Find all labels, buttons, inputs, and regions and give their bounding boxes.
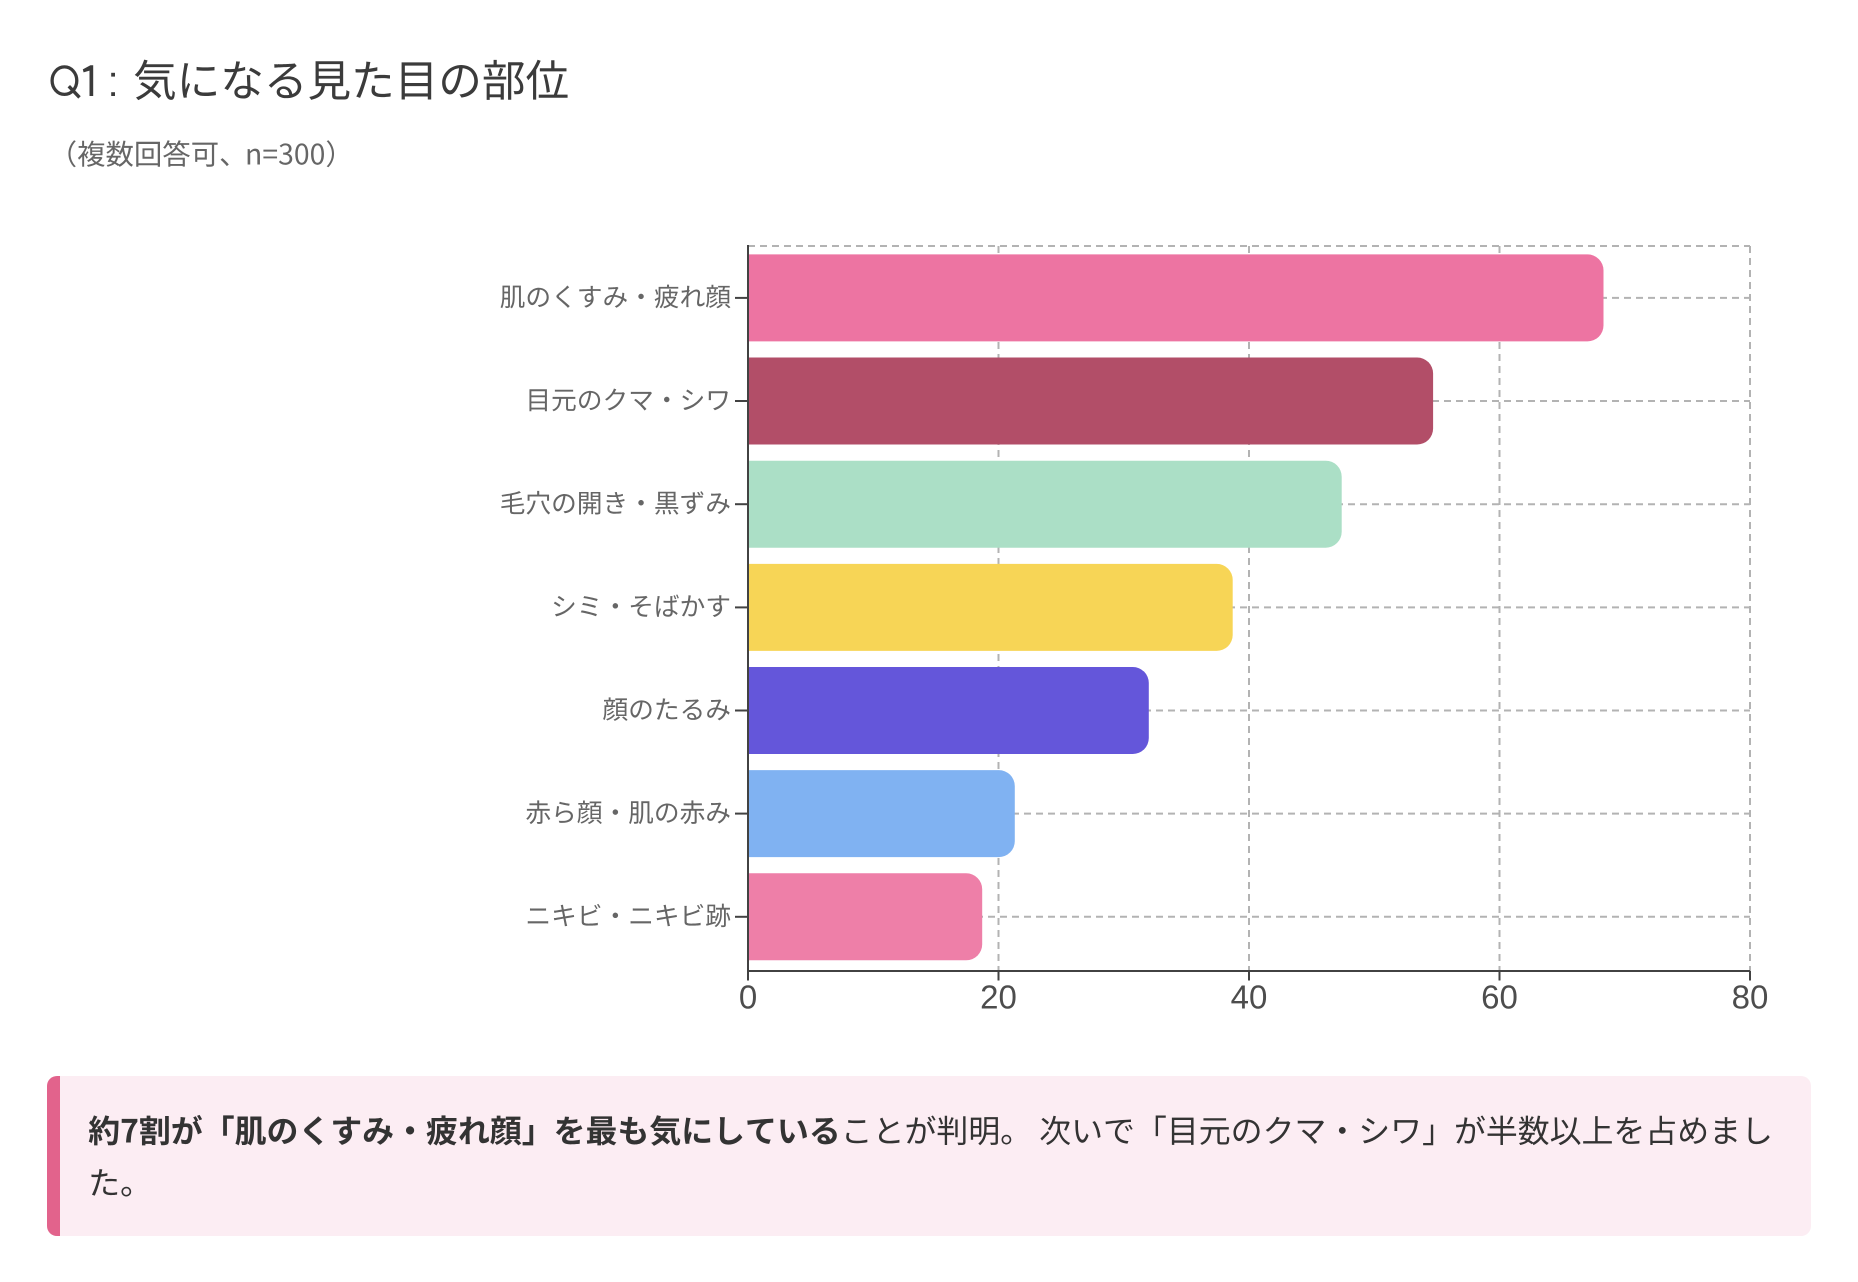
svg-text:60: 60 <box>1481 979 1518 1016</box>
svg-text:0: 0 <box>739 979 757 1016</box>
svg-text:20: 20 <box>980 979 1017 1016</box>
svg-text:40: 40 <box>1231 979 1268 1016</box>
svg-text:80: 80 <box>1732 979 1769 1016</box>
